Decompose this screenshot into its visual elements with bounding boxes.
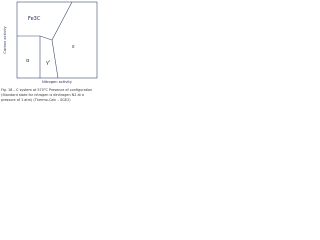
x-axis-label: Nitrogen activity — [42, 80, 73, 84]
region-label: Fe3C — [28, 16, 41, 22]
region-label: ε — [72, 44, 75, 50]
region-label: α — [26, 58, 30, 64]
boundary — [51, 39, 59, 79]
y-axis-label: Carbon activity — [3, 25, 7, 53]
region-label: γ' — [46, 60, 50, 66]
caption-line: pressure of 1 atm) (Thermo-Calc – SGE2) — [1, 98, 71, 102]
phase-boundaries — [17, 1, 73, 79]
boundary — [51, 1, 73, 41]
page: {"diagram": { "y_axis_label": "Carbon ac… — [0, 0, 100, 108]
caption-line: (Standard state for nitrogen is dinitrog… — [1, 93, 84, 97]
diagram: Carbon activity Nitrogen activity Fe3C ε… — [1, 1, 98, 102]
caption-line: Fig. 18 – C system at 570°C Presence of … — [1, 88, 92, 92]
plot-frame — [16, 1, 98, 79]
